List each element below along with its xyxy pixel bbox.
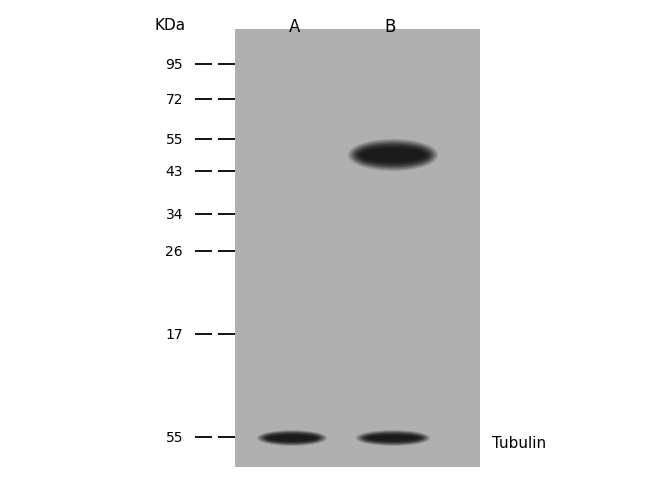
Ellipse shape xyxy=(361,149,424,162)
Ellipse shape xyxy=(370,437,415,439)
Ellipse shape xyxy=(268,435,317,441)
Ellipse shape xyxy=(359,432,427,444)
Text: Tubulin: Tubulin xyxy=(492,435,546,450)
Text: 95: 95 xyxy=(165,58,183,72)
Text: A: A xyxy=(289,18,301,36)
Text: 43: 43 xyxy=(166,165,183,179)
Text: 72: 72 xyxy=(166,93,183,107)
Ellipse shape xyxy=(262,433,322,444)
Ellipse shape xyxy=(365,434,421,442)
Ellipse shape xyxy=(364,151,423,161)
Ellipse shape xyxy=(352,143,434,168)
Ellipse shape xyxy=(356,430,430,446)
Ellipse shape xyxy=(361,433,425,444)
Ellipse shape xyxy=(359,148,427,164)
Ellipse shape xyxy=(259,431,325,445)
Ellipse shape xyxy=(369,154,418,157)
Ellipse shape xyxy=(355,145,431,167)
Text: 34: 34 xyxy=(166,208,183,222)
Ellipse shape xyxy=(269,436,315,440)
Text: KDa: KDa xyxy=(155,18,185,33)
Ellipse shape xyxy=(364,151,423,161)
Ellipse shape xyxy=(366,152,420,159)
Ellipse shape xyxy=(367,435,419,441)
Ellipse shape xyxy=(357,146,429,165)
Ellipse shape xyxy=(271,437,313,439)
Ellipse shape xyxy=(363,433,423,443)
Ellipse shape xyxy=(369,436,417,440)
Ellipse shape xyxy=(261,432,324,444)
Ellipse shape xyxy=(266,434,318,442)
Ellipse shape xyxy=(269,436,315,440)
Ellipse shape xyxy=(257,430,327,446)
Ellipse shape xyxy=(264,433,320,443)
Text: 26: 26 xyxy=(165,244,183,258)
Ellipse shape xyxy=(369,436,417,440)
Ellipse shape xyxy=(372,438,413,439)
Text: 55: 55 xyxy=(166,133,183,147)
Ellipse shape xyxy=(358,431,428,445)
Text: B: B xyxy=(384,18,396,36)
FancyBboxPatch shape xyxy=(235,30,480,467)
Ellipse shape xyxy=(273,438,311,439)
Text: 55: 55 xyxy=(166,430,183,444)
Text: 17: 17 xyxy=(165,327,183,341)
Ellipse shape xyxy=(348,140,438,172)
Ellipse shape xyxy=(350,141,436,170)
